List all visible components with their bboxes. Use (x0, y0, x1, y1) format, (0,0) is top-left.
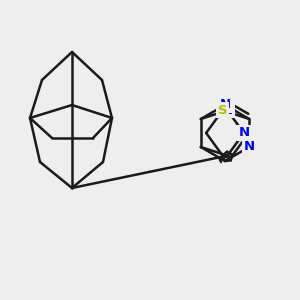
Text: N: N (238, 127, 249, 140)
Text: N: N (244, 140, 255, 154)
Text: N: N (219, 98, 231, 112)
Text: S: S (218, 104, 227, 117)
Text: N: N (222, 104, 233, 117)
